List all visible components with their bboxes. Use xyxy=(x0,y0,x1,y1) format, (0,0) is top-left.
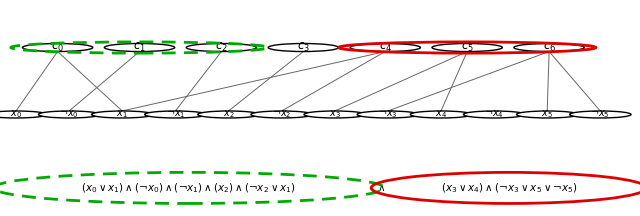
Text: $(x_3 \vee x_4) \wedge (\neg x_3 \vee x_5 \vee \neg x_5)$: $(x_3 \vee x_4) \wedge (\neg x_3 \vee x_… xyxy=(440,181,577,195)
Ellipse shape xyxy=(186,43,257,52)
Ellipse shape xyxy=(570,111,631,118)
Text: $x_3$: $x_3$ xyxy=(329,109,340,120)
Text: $c_0$: $c_0$ xyxy=(51,41,64,54)
Text: $c_4$: $c_4$ xyxy=(379,41,392,54)
Text: $c_5$: $c_5$ xyxy=(461,41,474,54)
Ellipse shape xyxy=(410,111,472,118)
Text: $x_4$: $x_4$ xyxy=(435,109,447,120)
Ellipse shape xyxy=(104,43,175,52)
Text: $\neg x_0$: $\neg x_0$ xyxy=(60,109,79,120)
Text: $\neg x_5$: $\neg x_5$ xyxy=(591,109,610,120)
Ellipse shape xyxy=(145,111,206,118)
Text: $c_6$: $c_6$ xyxy=(543,41,556,54)
Ellipse shape xyxy=(0,111,47,118)
Text: $\neg x_4$: $\neg x_4$ xyxy=(484,109,504,120)
Ellipse shape xyxy=(92,111,153,118)
Ellipse shape xyxy=(198,111,259,118)
Text: $x_0$: $x_0$ xyxy=(10,109,22,120)
Ellipse shape xyxy=(350,43,420,52)
Text: $\neg x_1$: $\neg x_1$ xyxy=(166,109,185,120)
Text: $x_5$: $x_5$ xyxy=(541,109,553,120)
Text: $\neg x_3$: $\neg x_3$ xyxy=(378,109,397,120)
Ellipse shape xyxy=(432,43,502,52)
Text: $c_3$: $c_3$ xyxy=(297,41,310,54)
Text: $(x_0 \vee x_1) \wedge (\neg x_0) \wedge(\neg x_1) \wedge(x_2) \wedge (\neg x_2 : $(x_0 \vee x_1) \wedge (\neg x_0) \wedge… xyxy=(81,181,296,195)
Ellipse shape xyxy=(38,111,100,118)
Ellipse shape xyxy=(357,111,419,118)
Text: $c_2$: $c_2$ xyxy=(215,41,228,54)
Ellipse shape xyxy=(22,43,93,52)
Text: $\wedge$: $\wedge$ xyxy=(377,183,385,193)
Text: $x_1$: $x_1$ xyxy=(116,109,128,120)
Ellipse shape xyxy=(514,43,584,52)
Text: $\neg x_2$: $\neg x_2$ xyxy=(272,109,291,120)
Ellipse shape xyxy=(251,111,312,118)
Ellipse shape xyxy=(304,111,365,118)
Ellipse shape xyxy=(268,43,339,52)
Text: $x_2$: $x_2$ xyxy=(223,109,234,120)
Ellipse shape xyxy=(516,111,578,118)
Text: $c_1$: $c_1$ xyxy=(133,41,146,54)
Ellipse shape xyxy=(463,111,525,118)
